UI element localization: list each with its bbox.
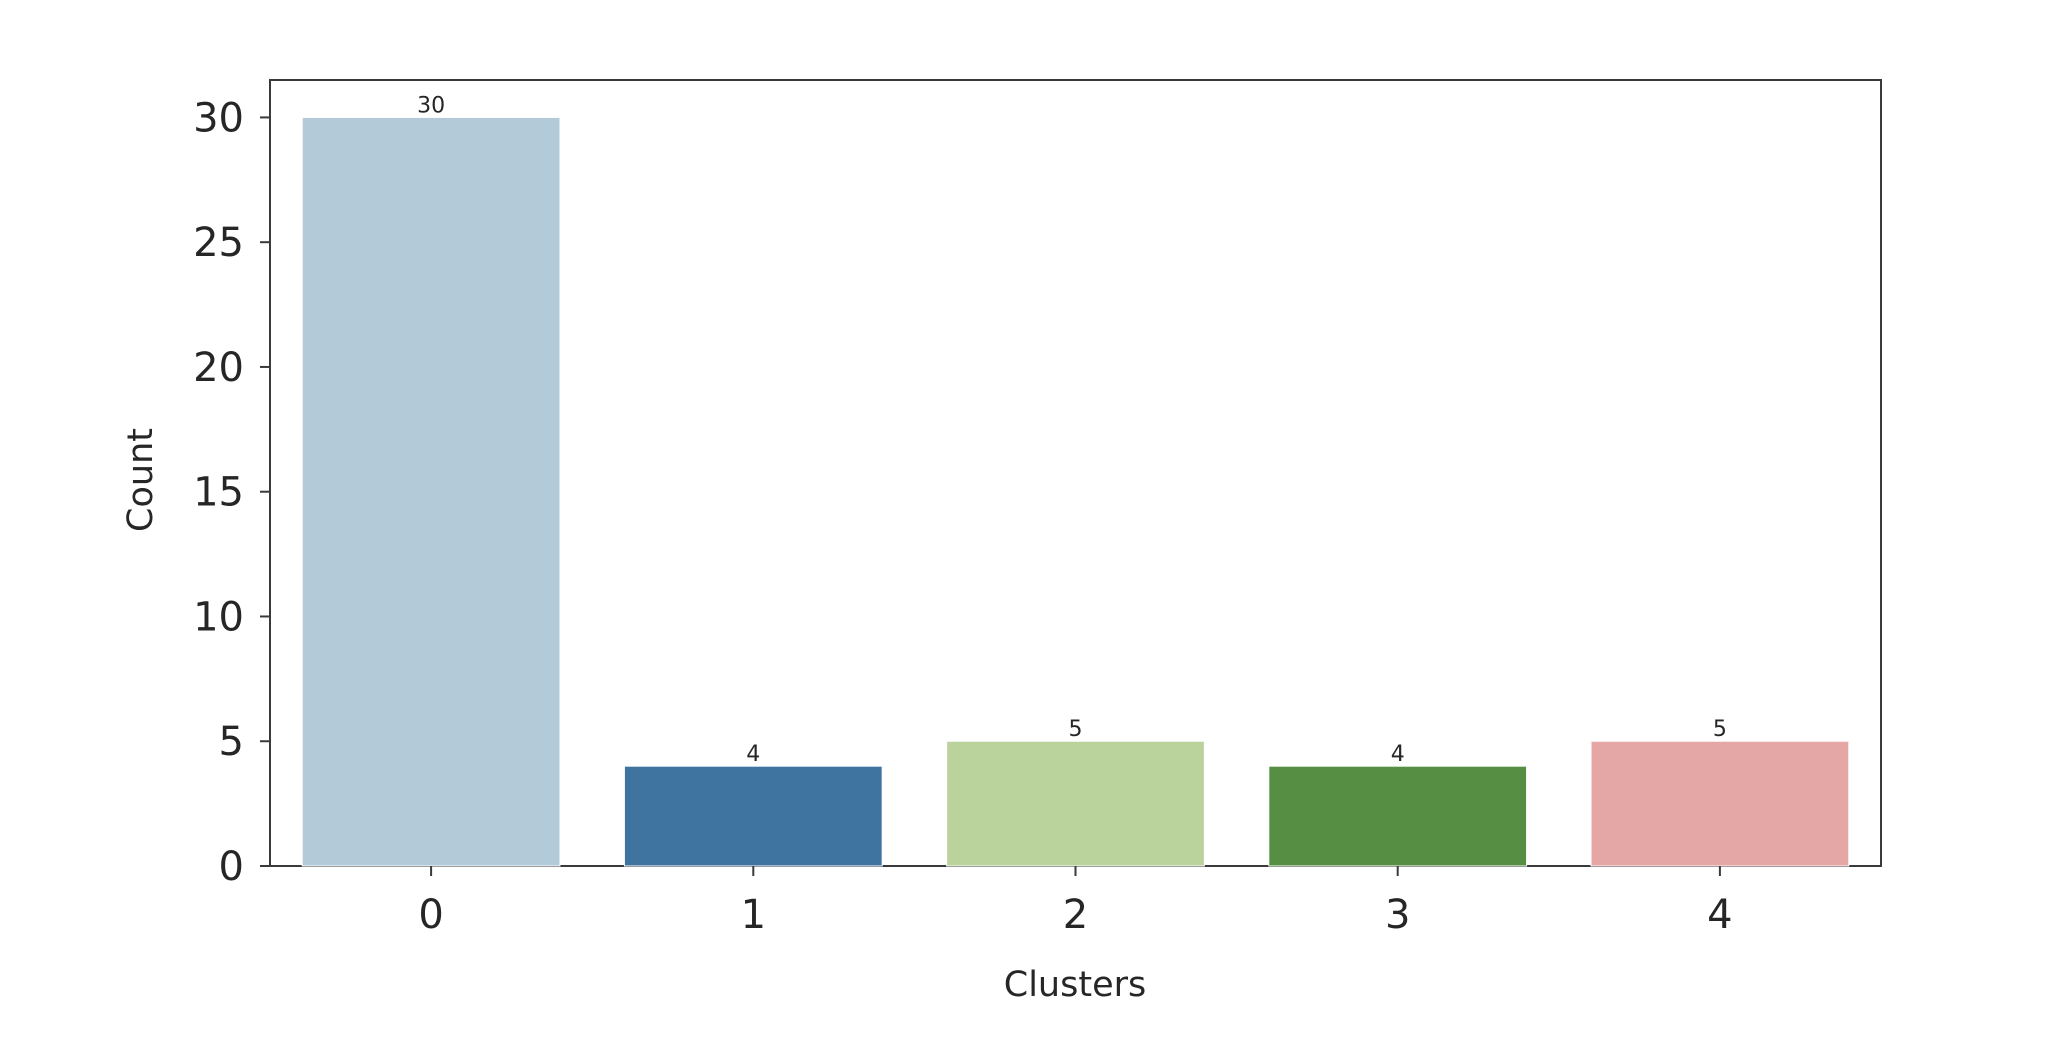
y-tick-label: 5: [219, 719, 244, 765]
bar-data-label: 5: [1713, 717, 1727, 742]
y-axis: 0 5 10 15 20 25 30: [193, 95, 270, 890]
y-tick-label: 0: [219, 844, 244, 890]
x-tick-label: 0: [418, 892, 443, 938]
x-axis: 0 1 2 3 4: [418, 866, 1733, 938]
y-tick-label: 30: [193, 95, 244, 141]
bar-cluster-3: [1268, 765, 1528, 867]
bar-cluster-1: [623, 765, 883, 867]
bar-data-label: 4: [746, 742, 760, 767]
bars: [301, 116, 1850, 867]
bar-cluster-4: [1590, 740, 1850, 867]
bar-data-label: 4: [1391, 742, 1405, 767]
bar-data-label: 30: [417, 93, 445, 118]
bar-data-label: 5: [1069, 717, 1083, 742]
y-axis-title: Count: [121, 428, 161, 532]
x-tick-label: 1: [741, 892, 766, 938]
bar-cluster-2: [946, 740, 1205, 867]
x-tick-label: 2: [1063, 892, 1088, 938]
x-tick-label: 4: [1707, 892, 1732, 938]
x-tick-label: 3: [1385, 892, 1410, 938]
y-tick-label: 15: [193, 470, 244, 516]
y-tick-label: 20: [193, 345, 244, 391]
bar-cluster-0: [301, 116, 561, 867]
y-tick-label: 25: [193, 220, 244, 266]
y-tick-label: 10: [193, 594, 244, 640]
x-axis-title: Clusters: [1004, 965, 1146, 1005]
bar-data-labels: 30 4 5 4 5: [417, 93, 1727, 767]
